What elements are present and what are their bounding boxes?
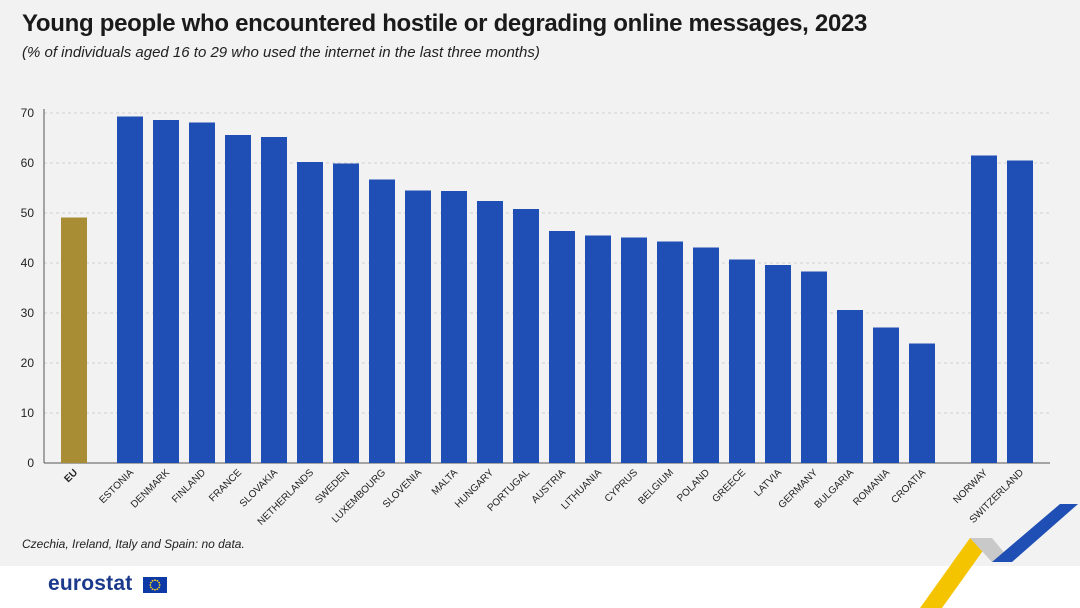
bar-estonia xyxy=(117,116,143,463)
y-tick-label: 10 xyxy=(21,406,35,420)
footer-bar xyxy=(0,566,1080,608)
y-tick-label: 50 xyxy=(21,206,35,220)
x-tick-label: DENMARK xyxy=(129,467,172,510)
bar-france xyxy=(225,135,251,463)
x-tick-label: ROMANIA xyxy=(851,467,892,508)
decorative-chevrons xyxy=(920,504,1078,608)
y-tick-label: 60 xyxy=(21,156,35,170)
bar-hungary xyxy=(477,201,503,463)
x-tick-label: POLAND xyxy=(675,467,712,504)
bar-netherlands xyxy=(297,162,323,463)
y-tick-label: 0 xyxy=(27,456,34,470)
footnote: Czechia, Ireland, Italy and Spain: no da… xyxy=(22,537,245,551)
chart-subtitle: (% of individuals aged 16 to 29 who used… xyxy=(22,44,540,61)
bar-lithuania xyxy=(585,235,611,463)
eurostat-logo: eurostat xyxy=(48,572,133,595)
y-tick-label: 30 xyxy=(21,306,35,320)
x-tick-label: SLOVENIA xyxy=(381,467,424,510)
bar-croatia xyxy=(909,343,935,463)
bar-austria xyxy=(549,231,575,463)
bar-eu xyxy=(61,217,87,463)
bar-sweden xyxy=(333,163,359,463)
x-tick-label: BELGIUM xyxy=(637,467,677,507)
y-tick-label: 20 xyxy=(21,356,35,370)
x-tick-label: FRANCE xyxy=(207,467,244,504)
bar-luxembourg xyxy=(369,179,395,463)
bar-slovakia xyxy=(261,137,287,463)
bar-cyprus xyxy=(621,237,647,463)
x-tick-label: EU xyxy=(63,467,81,485)
bar-finland xyxy=(189,122,215,463)
bar-bulgaria xyxy=(837,310,863,463)
bar-switzerland xyxy=(1007,160,1033,463)
bar-latvia xyxy=(765,265,791,463)
x-tick-label: GREECE xyxy=(710,467,748,505)
bar-portugal xyxy=(513,209,539,463)
x-tick-label: LATVIA xyxy=(753,467,785,499)
x-tick-label: MALTA xyxy=(430,467,461,498)
bar-poland xyxy=(693,247,719,463)
bar-germany xyxy=(801,271,827,463)
bar-malta xyxy=(441,191,467,463)
y-tick-label: 70 xyxy=(21,106,35,120)
x-tick-label: FINLAND xyxy=(170,467,208,505)
bar-denmark xyxy=(153,120,179,463)
chart-title: Young people who encountered hostile or … xyxy=(22,10,868,37)
x-tick-label: CYPRUS xyxy=(603,467,640,504)
bar-romania xyxy=(873,327,899,463)
eu-flag-icon xyxy=(143,577,167,593)
bar-belgium xyxy=(657,241,683,463)
x-tick-label: BULGARIA xyxy=(813,467,857,511)
bar-norway xyxy=(971,155,997,463)
bar-slovenia xyxy=(405,190,431,463)
bar-greece xyxy=(729,259,755,463)
y-tick-label: 40 xyxy=(21,256,35,270)
